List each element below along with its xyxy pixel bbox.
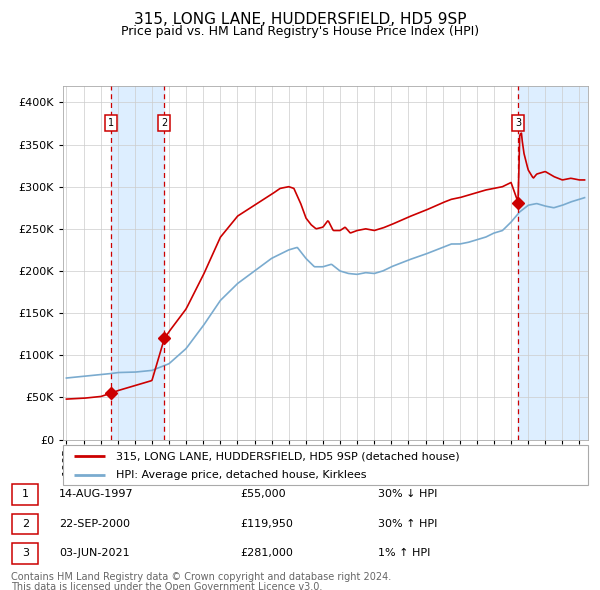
Text: 1% ↑ HPI: 1% ↑ HPI [378,549,430,558]
Text: 3: 3 [22,549,29,558]
Text: 315, LONG LANE, HUDDERSFIELD, HD5 9SP (detached house): 315, LONG LANE, HUDDERSFIELD, HD5 9SP (d… [115,451,459,461]
Text: Contains HM Land Registry data © Crown copyright and database right 2024.: Contains HM Land Registry data © Crown c… [11,572,391,582]
Text: £281,000: £281,000 [240,549,293,558]
Text: 3: 3 [515,118,521,127]
Text: £119,950: £119,950 [240,519,293,529]
Text: 315, LONG LANE, HUDDERSFIELD, HD5 9SP: 315, LONG LANE, HUDDERSFIELD, HD5 9SP [134,12,466,27]
Bar [518,86,588,440]
Text: 30% ↓ HPI: 30% ↓ HPI [378,490,437,499]
Text: 1: 1 [108,118,114,127]
Text: 1: 1 [22,490,29,499]
Text: This data is licensed under the Open Government Licence v3.0.: This data is licensed under the Open Gov… [11,582,322,590]
Bar [111,86,164,440]
Text: 2: 2 [22,519,29,529]
Text: 2: 2 [161,118,167,127]
Text: Price paid vs. HM Land Registry's House Price Index (HPI): Price paid vs. HM Land Registry's House … [121,25,479,38]
Text: 30% ↑ HPI: 30% ↑ HPI [378,519,437,529]
Text: HPI: Average price, detached house, Kirklees: HPI: Average price, detached house, Kirk… [115,470,366,480]
Text: 03-JUN-2021: 03-JUN-2021 [59,549,130,558]
Text: 14-AUG-1997: 14-AUG-1997 [59,490,133,499]
Text: £55,000: £55,000 [240,490,286,499]
Text: 22-SEP-2000: 22-SEP-2000 [59,519,130,529]
